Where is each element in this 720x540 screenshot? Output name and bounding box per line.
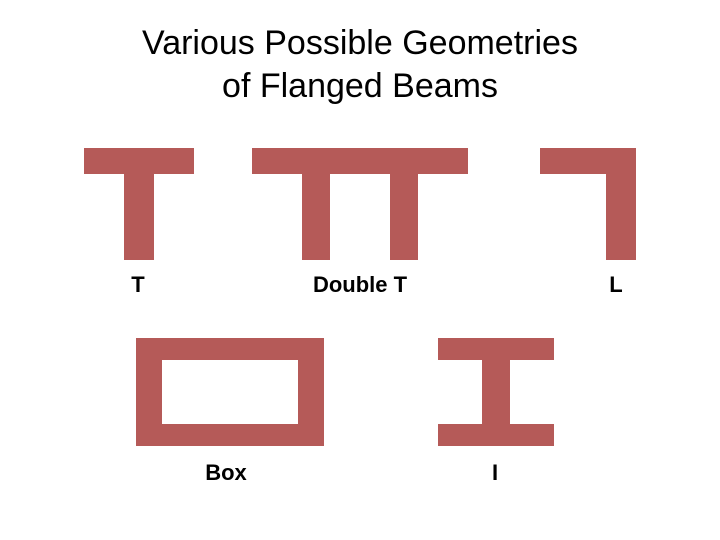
i-beam-shape	[438, 338, 554, 446]
l-beam-shape	[540, 148, 636, 260]
double-t-beam-shape	[252, 148, 468, 260]
diagram-title: Various Possible Geometries of Flanged B…	[0, 0, 720, 107]
i-beam-label: I	[480, 460, 510, 486]
title-line-2: of Flanged Beams	[222, 67, 498, 105]
l-beam-label: L	[596, 272, 636, 298]
title-line-1: Various Possible Geometries	[142, 24, 578, 62]
t-beam-label: T	[118, 272, 158, 298]
double-t-beam-label: Double T	[290, 272, 430, 298]
box-beam-shape	[136, 338, 324, 446]
box-beam-label: Box	[196, 460, 256, 486]
t-beam-shape	[84, 148, 194, 260]
